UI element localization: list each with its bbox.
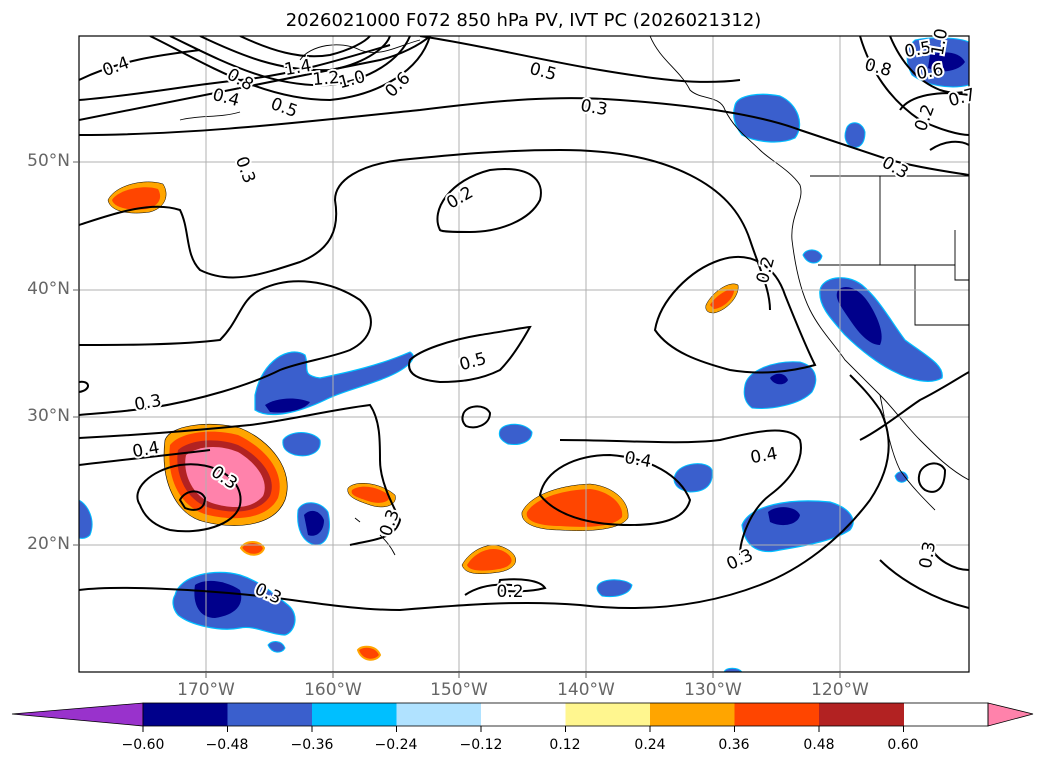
- colorbar-tick-label: 0.48: [803, 737, 835, 753]
- figure-title: 2026021000 F072 850 hPa PV, IVT PC (2026…: [285, 10, 762, 31]
- plot-area: [79, 36, 969, 672]
- colorbar-segment: [734, 703, 820, 726]
- lon-label-170w: 170°W: [177, 680, 235, 700]
- colorbar-tick-label: −0.48: [205, 737, 249, 753]
- contour-label: 0.3: [579, 96, 609, 120]
- colorbar-segment: [650, 703, 735, 726]
- coastline: [179, 36, 969, 556]
- colorbar: [11, 702, 1034, 732]
- colorbar-tick-label: 0.12: [549, 737, 581, 753]
- axis-ticks: [73, 161, 841, 678]
- lat-label-40n: 40°N: [27, 279, 70, 299]
- colorbar-extend-low: [11, 702, 144, 727]
- colorbar-segment: [565, 703, 651, 726]
- colorbar-tick-label: −0.36: [290, 737, 334, 753]
- colorbar-segment: [819, 703, 904, 726]
- lat-label-30n: 30°N: [27, 406, 70, 426]
- colorbar-tick-label: 0.36: [718, 737, 750, 753]
- graticule: [79, 36, 969, 672]
- lon-label-150w: 150°W: [430, 680, 488, 700]
- colorbar-extend-high: [987, 702, 1034, 727]
- lon-label-130w: 130°W: [684, 680, 742, 700]
- contour-label: 1.2: [312, 68, 341, 90]
- lat-label-20n: 20°N: [27, 534, 70, 554]
- contour-label: 0.4: [131, 438, 161, 462]
- colorbar-tick-label: −0.12: [459, 737, 503, 753]
- colorbar-segment: [396, 703, 482, 726]
- colorbar-segment: [143, 703, 228, 726]
- contour-label: 1.4: [283, 56, 313, 80]
- lat-label-50n: 50°N: [27, 151, 70, 171]
- colorbar-segment: [227, 703, 313, 726]
- plot-frame: [78, 35, 970, 673]
- colorbar-tick-label: −0.24: [374, 737, 418, 753]
- colorbar-tick-label: 0.60: [887, 737, 919, 753]
- contour-label: 0.2: [496, 582, 523, 602]
- colorbar-tick-label: −0.60: [121, 737, 165, 753]
- pv-contours: [79, 36, 969, 612]
- lon-label-160w: 160°W: [304, 680, 362, 700]
- colorbar-segment: [481, 703, 566, 726]
- lon-label-140w: 140°W: [557, 680, 615, 700]
- colorbar-segment: [312, 703, 397, 726]
- colorbar-tick-label: 0.24: [634, 737, 666, 753]
- lon-label-120w: 120°W: [811, 680, 869, 700]
